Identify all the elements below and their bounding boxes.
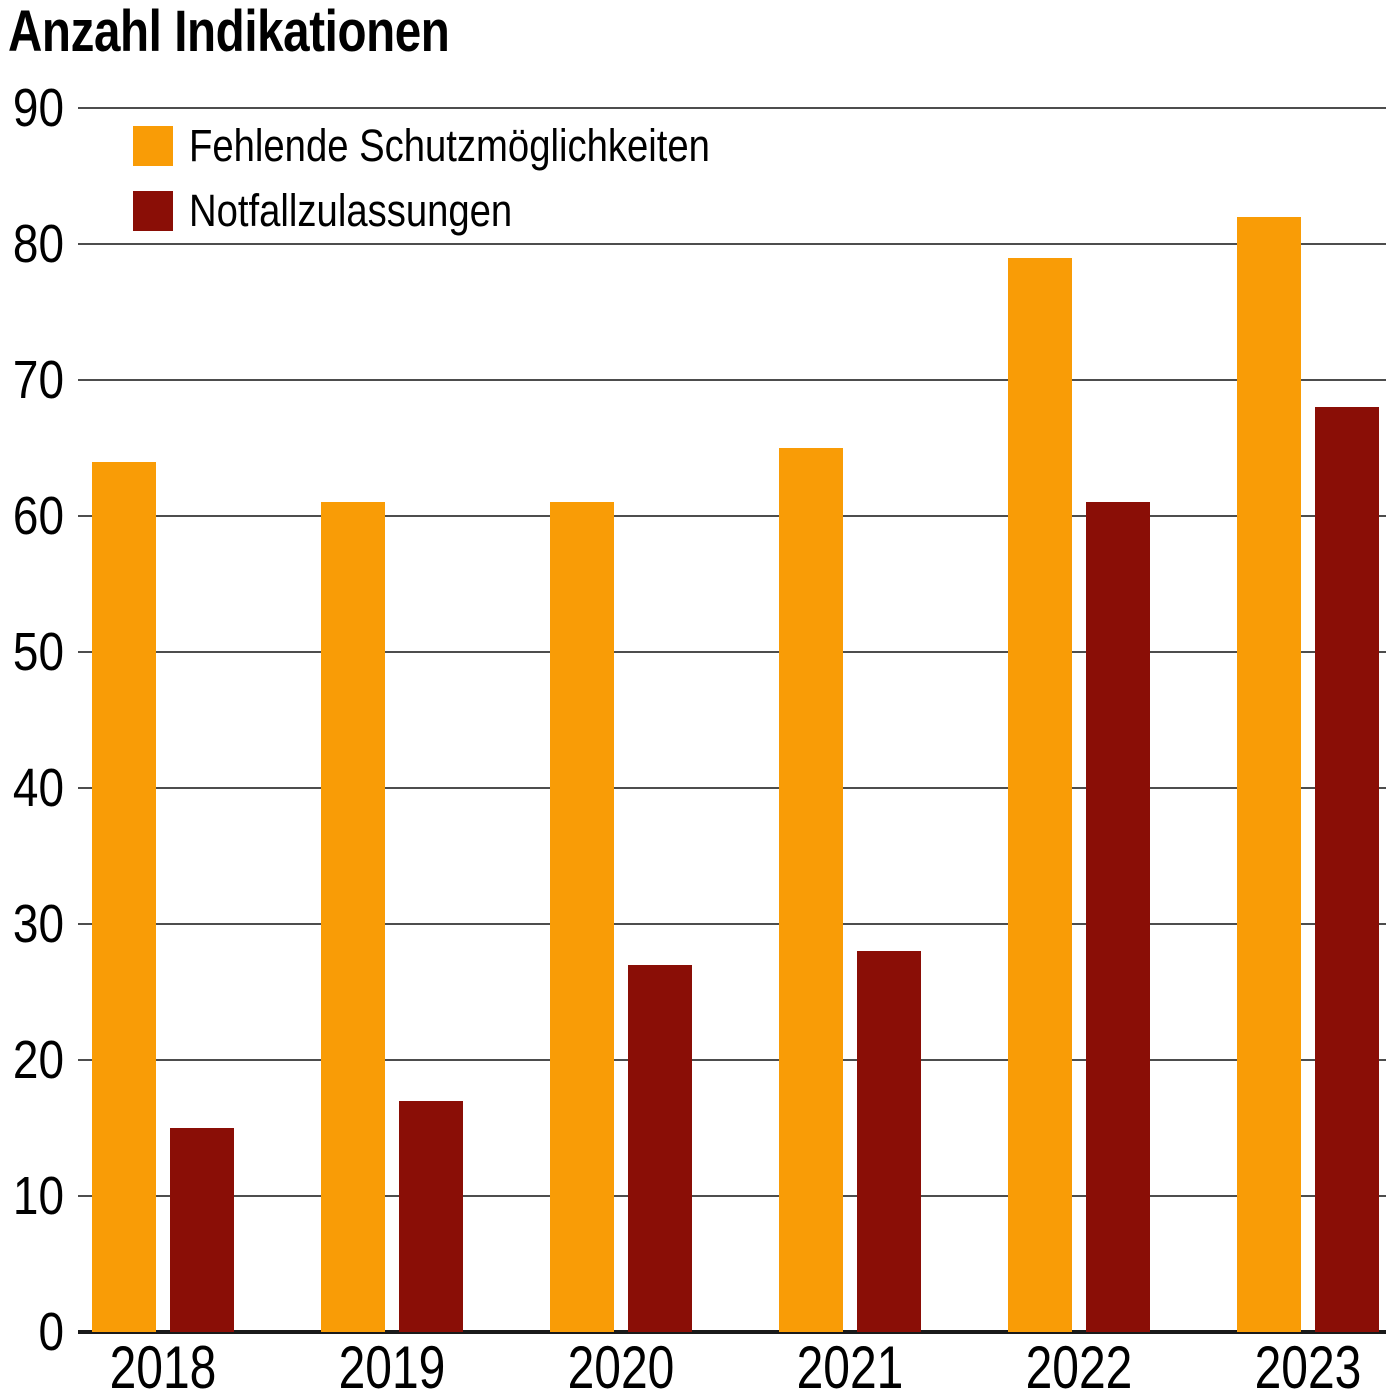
bar-notfallzulassungen-2018 [170,1128,234,1332]
y-axis-label-10: 10 [12,1166,64,1226]
chart-title: Anzahl Indikationen [8,0,450,64]
legend-item-fehlende-schutzmoeglichkeiten: Fehlende Schutzmöglichkeiten [133,120,802,171]
bar-fehlende-schutzmoeglichkeiten-2021 [779,448,843,1332]
gridline-20 [78,1059,1386,1061]
legend-swatch-notfallzulassungen [133,191,173,231]
legend-label-notfallzulassungen: Notfallzulassungen [189,185,513,236]
y-axis-label-70: 70 [12,350,64,410]
x-axis-label-2023: 2023 [1254,1334,1362,1400]
gridline-50 [78,651,1386,653]
gridline-90 [78,107,1386,109]
x-axis-label-2022: 2022 [1025,1334,1133,1400]
bar-notfallzulassungen-2021 [857,951,921,1332]
y-axis-label-0: 0 [38,1302,64,1362]
y-axis-label-20: 20 [12,1030,64,1090]
legend: Fehlende Schutzmöglichkeiten Notfallzula… [133,120,802,256]
y-axis-label-40: 40 [12,758,64,818]
y-axis-label-90: 90 [12,78,64,138]
gridline-70 [78,379,1386,381]
gridline-40 [78,787,1386,789]
bar-notfallzulassungen-2023 [1315,407,1379,1332]
legend-swatch-fehlende-schutzmoeglichkeiten [133,126,173,166]
x-axis-label-2018: 2018 [109,1334,217,1400]
bar-notfallzulassungen-2020 [628,964,692,1332]
x-axis-label-2021: 2021 [796,1334,904,1400]
bar-fehlende-schutzmoeglichkeiten-2020 [550,502,614,1332]
gridline-30 [78,923,1386,925]
bar-fehlende-schutzmoeglichkeiten-2023 [1237,216,1301,1332]
bar-fehlende-schutzmoeglichkeiten-2019 [321,502,385,1332]
legend-label-fehlende-schutzmoeglichkeiten: Fehlende Schutzmöglichkeiten [189,120,710,171]
bar-fehlende-schutzmoeglichkeiten-2018 [92,461,156,1332]
y-axis-label-50: 50 [12,622,64,682]
x-axis-label-2020: 2020 [567,1334,675,1400]
gridline-10 [78,1195,1386,1197]
gridline-60 [78,515,1386,517]
x-axis-label-2019: 2019 [338,1334,446,1400]
x-axis-line [78,1330,1386,1334]
y-axis-label-30: 30 [12,894,64,954]
legend-item-notfallzulassungen: Notfallzulassungen [133,185,802,236]
y-axis-label-80: 80 [12,214,64,274]
y-axis-label-60: 60 [12,486,64,546]
bar-notfallzulassungen-2019 [399,1100,463,1332]
bar-fehlende-schutzmoeglichkeiten-2022 [1008,257,1072,1332]
gridline-80 [78,243,1386,245]
bar-notfallzulassungen-2022 [1086,502,1150,1332]
